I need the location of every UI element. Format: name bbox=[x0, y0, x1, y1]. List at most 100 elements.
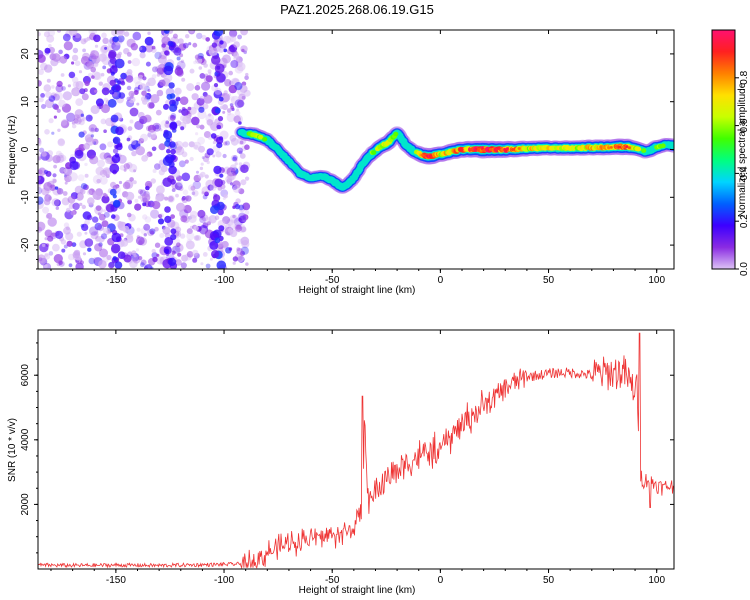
noise-blob bbox=[40, 62, 48, 71]
noise-blob bbox=[58, 99, 66, 108]
noise-blob bbox=[234, 64, 244, 74]
noise-blob bbox=[219, 40, 224, 45]
noise-blob bbox=[226, 113, 236, 123]
noise-blob bbox=[210, 205, 219, 214]
noise-blob bbox=[75, 262, 84, 269]
ridge-cell bbox=[660, 143, 666, 148]
noise-blob bbox=[97, 224, 105, 232]
noise-blob bbox=[52, 53, 61, 62]
noise-blob bbox=[136, 102, 140, 106]
noise-blob bbox=[66, 112, 76, 123]
noise-blob bbox=[61, 86, 66, 91]
noise-blob bbox=[60, 119, 68, 126]
noise-blob bbox=[59, 55, 68, 64]
noise-blob bbox=[106, 229, 111, 234]
noise-blob bbox=[47, 235, 54, 242]
noise-blob bbox=[82, 117, 86, 122]
colorbar-tick-label: 0.8 bbox=[739, 70, 750, 84]
noise-blob bbox=[142, 202, 147, 207]
noise-blob bbox=[97, 159, 105, 168]
noise-blob bbox=[244, 144, 250, 150]
noise-blob bbox=[164, 140, 171, 147]
noise-blob bbox=[196, 81, 201, 86]
noise-blob bbox=[74, 185, 84, 195]
noise-blob bbox=[232, 171, 237, 177]
noise-blob bbox=[70, 210, 76, 216]
noise-blob bbox=[236, 228, 241, 233]
noise-blob bbox=[156, 256, 165, 265]
noise-blob bbox=[81, 204, 87, 210]
noise-blob bbox=[217, 116, 224, 122]
noise-blob bbox=[175, 193, 179, 198]
noise-blob bbox=[38, 186, 43, 195]
noise-blob bbox=[101, 104, 110, 114]
noise-blob bbox=[226, 108, 232, 113]
noise-blob bbox=[70, 192, 79, 200]
noise-blob bbox=[209, 257, 213, 261]
noise-blob bbox=[95, 166, 105, 176]
noise-blob bbox=[164, 30, 170, 34]
noise-blob bbox=[101, 220, 109, 228]
noise-blob bbox=[62, 91, 72, 101]
noise-blob bbox=[146, 182, 152, 188]
noise-blob bbox=[191, 191, 196, 195]
noise-blob bbox=[38, 54, 46, 63]
noise-blob bbox=[76, 231, 82, 237]
noise-blob bbox=[143, 114, 152, 123]
noise-blob bbox=[203, 75, 212, 84]
noise-blob bbox=[207, 184, 214, 191]
noise-blob bbox=[226, 218, 234, 226]
noise-blob bbox=[188, 30, 196, 35]
noise-blob bbox=[244, 210, 250, 215]
ridge-cell bbox=[482, 148, 486, 152]
noise-blob bbox=[74, 149, 84, 159]
noise-blob bbox=[164, 215, 172, 223]
noise-blob bbox=[224, 228, 232, 236]
noise-blob bbox=[118, 221, 122, 225]
noise-blob bbox=[158, 143, 166, 151]
noise-blob bbox=[206, 221, 211, 226]
noise-blob bbox=[206, 45, 215, 54]
noise-blob bbox=[234, 110, 241, 117]
noise-blob bbox=[163, 65, 174, 76]
noise-blob bbox=[149, 228, 156, 235]
noise-blob bbox=[79, 88, 86, 95]
noise-blob bbox=[245, 262, 249, 266]
noise-blob bbox=[106, 254, 112, 261]
noise-blob bbox=[204, 216, 212, 225]
noise-blob bbox=[188, 141, 195, 148]
noise-blob bbox=[240, 179, 247, 186]
noise-blob bbox=[56, 80, 63, 87]
noise-blob bbox=[176, 242, 181, 247]
noise-blob bbox=[173, 47, 182, 56]
noise-blob bbox=[156, 73, 161, 77]
noise-blob bbox=[186, 83, 195, 92]
noise-blob bbox=[214, 87, 222, 95]
x-tick-label: 100 bbox=[648, 575, 665, 586]
noise-blob bbox=[56, 154, 65, 163]
noise-blob bbox=[38, 254, 46, 264]
top-y-axis: -20 -10 0 10 20 bbox=[20, 29, 674, 270]
noise-blob bbox=[191, 93, 199, 101]
noise-blob bbox=[196, 97, 205, 106]
noise-blob bbox=[72, 124, 77, 129]
noise-blob bbox=[77, 174, 85, 182]
noise-blob bbox=[206, 119, 214, 126]
noise-blob bbox=[68, 71, 76, 79]
noise-blob bbox=[147, 101, 155, 109]
noise-blob bbox=[230, 137, 239, 146]
noise-blob bbox=[192, 249, 199, 256]
noise-blob bbox=[53, 199, 61, 207]
noise-blob bbox=[170, 214, 176, 220]
noise-blob bbox=[82, 48, 86, 53]
noise-blob bbox=[168, 165, 177, 175]
bottom-x-axis-label: Height of straight line (km) bbox=[299, 585, 416, 596]
noise-blob bbox=[193, 144, 199, 149]
noise-blob bbox=[145, 185, 150, 191]
noise-blob bbox=[38, 176, 41, 181]
noise-blob bbox=[102, 65, 107, 70]
snr-frame bbox=[37, 329, 675, 570]
noise-blob bbox=[237, 34, 243, 40]
noise-blob bbox=[147, 129, 157, 139]
